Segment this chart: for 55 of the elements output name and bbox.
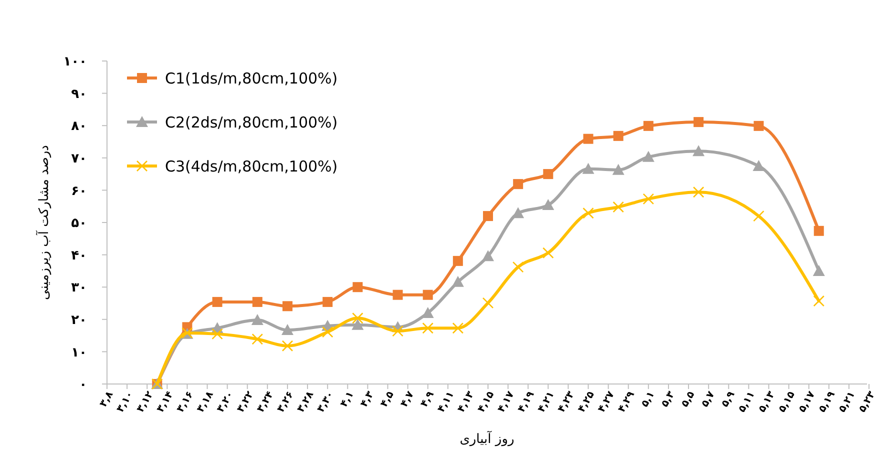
x-tick-label: ۴,۹	[418, 390, 436, 410]
x-tick-label: ۴,۲۱	[536, 390, 557, 414]
x-tick-label: ۴,۱۳	[456, 390, 477, 414]
y-tick-label: ۱۰۰	[63, 54, 87, 70]
x-tick-label: ۳,۲۰	[215, 390, 236, 414]
legend-label: C1(1ds/m,80cm,100%)	[165, 69, 338, 88]
x-tick-label: ۴,۱	[338, 390, 356, 410]
x-tick-label: ۳,۱۲	[135, 390, 156, 414]
x-tick-label: ۵,۳	[660, 390, 678, 410]
x-tick-label: ۵,۷	[700, 390, 718, 410]
x-tick-label: ۴,۱۷	[496, 390, 517, 414]
x-tick-label: ۵,۵	[680, 390, 698, 410]
x-tick-label: ۴,۱۱	[436, 390, 457, 414]
x-tick-label: ۴,۲۹	[616, 390, 637, 414]
x-tick-label: ۴,۲۵	[576, 390, 597, 414]
x-tick-label: ۵,۱۷	[796, 390, 818, 414]
x-tick-label: ۳,۱۰	[115, 390, 136, 414]
x-tick-label: ۵,۱۵	[776, 390, 798, 414]
x-tick-label: ۳,۲۸	[296, 390, 316, 414]
x-tick-label: ۵,۱	[640, 390, 658, 410]
x-tick-label: ۴,۵	[378, 390, 396, 410]
y-tick-label: ۹۰	[71, 86, 87, 102]
y-tick-label: ۳۰	[71, 280, 87, 296]
x-tick-label: ۵,۲۳	[857, 390, 878, 414]
y-tick-label: ۱۰	[71, 345, 87, 360]
x-tick-label: ۳,۳۰	[316, 390, 336, 414]
x-tick-label: ۳,۸	[98, 390, 116, 410]
x-tick-label: ۵,۱۹	[816, 390, 838, 414]
legend-label: C3(4ds/m,80cm,100%)	[165, 157, 338, 176]
x-tick-label: ۳,۲۴	[255, 390, 276, 414]
y-tick-label: ۴۰	[71, 248, 87, 264]
y-tick-label: ۶۰	[71, 184, 87, 199]
x-tick-label: ۳,۲۲	[235, 390, 256, 414]
x-tick-label: ۴,۲۷	[596, 390, 617, 414]
y-axis-title: درصد مشارکت آب زیرزمینی	[35, 144, 52, 300]
x-tick-label: ۴,۷	[398, 390, 416, 410]
y-tick-label: ۸۰	[71, 119, 87, 134]
x-tick-label: ۵,۱۳	[756, 390, 778, 414]
x-tick-label: ۳,۱۴	[155, 390, 176, 414]
x-tick-label: ۳,۱۸	[195, 390, 216, 414]
x-tick-label: ۵,۹	[720, 390, 738, 410]
x-tick-label: ۴,۱۵	[476, 390, 497, 414]
x-tick-label: ۵,۲۱	[836, 390, 858, 414]
x-tick-label: ۴,۲۳	[556, 390, 577, 414]
x-axis-title: روز آبیاری	[460, 430, 514, 447]
y-tick-label: ۲۰	[71, 312, 87, 328]
y-tick-label: ۰	[79, 378, 87, 393]
x-tick-label: ۴,۳	[358, 390, 376, 410]
y-tick-label: ۷۰	[71, 151, 87, 166]
x-tick-label: ۴,۱۹	[516, 390, 537, 414]
x-tick-label: ۳,۱۶	[175, 390, 196, 414]
x-tick-label: ۳,۲۶	[276, 390, 296, 414]
y-tick-label: ۵۰	[71, 216, 87, 232]
legend-label: C2(2ds/m,80cm,100%)	[165, 113, 338, 132]
x-tick-label: ۵,۱۱	[736, 390, 758, 414]
